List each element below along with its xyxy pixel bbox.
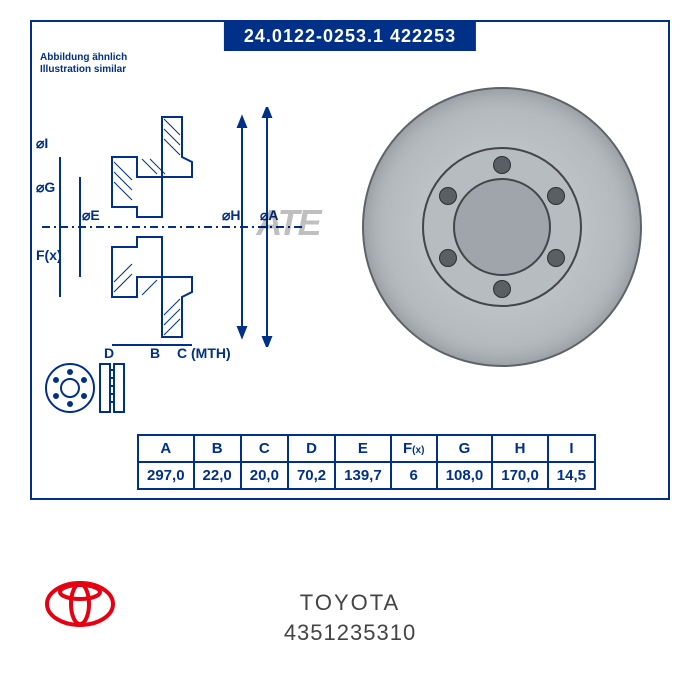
table-header-cell: E	[335, 435, 391, 462]
label-diam-e: ⌀E	[82, 207, 100, 224]
bolt-hole	[547, 249, 565, 267]
label-diam-g: ⌀G	[36, 179, 55, 196]
bolt-hole	[493, 156, 511, 174]
label-c-mth: C (MTH)	[177, 345, 231, 361]
table-header-cell: D	[288, 435, 335, 462]
dimensions-table: ABCDEF(x)GHI 297,022,020,070,2139,76108,…	[137, 434, 596, 490]
table-header-cell: G	[437, 435, 493, 462]
label-diam-i: ⌀I	[36, 135, 48, 152]
table-header-cell: B	[194, 435, 241, 462]
table-value-cell: 6	[391, 462, 437, 489]
ate-watermark: ATE	[256, 202, 319, 244]
subtitle-de: Abbildung ähnlich	[40, 52, 127, 63]
blueprint-frame: 24.0122-0253.1 422253 Abbildung ähnlich …	[30, 20, 670, 500]
table-header-cell: F(x)	[391, 435, 437, 462]
table-header-cell: H	[492, 435, 548, 462]
part-codes-bar: 24.0122-0253.1 422253	[224, 22, 476, 51]
bolt-hole	[547, 187, 565, 205]
table-value-cell: 20,0	[241, 462, 288, 489]
table-header-cell: C	[241, 435, 288, 462]
table-header-row: ABCDEF(x)GHI	[138, 435, 595, 462]
table-header-cell: A	[138, 435, 194, 462]
toyota-logo-icon	[45, 580, 115, 628]
vented-disc-icon	[42, 358, 132, 418]
table-value-cell: 70,2	[288, 462, 335, 489]
table-value-cell: 108,0	[437, 462, 493, 489]
brand-name: TOYOTA	[300, 590, 400, 616]
table-value-cell: 139,7	[335, 462, 391, 489]
label-b: B	[150, 345, 160, 361]
table-value-row: 297,022,020,070,2139,76108,0170,014,5	[138, 462, 595, 489]
diagram-area: ⌀I ⌀G ⌀E ⌀H ⌀A F(x) D B C (MTH) ATE	[32, 67, 672, 367]
table-header-cell: I	[548, 435, 595, 462]
table-value-cell: 297,0	[138, 462, 194, 489]
footer: TOYOTA 4351235310	[0, 570, 700, 660]
label-fx: F(x)	[36, 247, 62, 263]
table-value-cell: 170,0	[492, 462, 548, 489]
table-value-cell: 22,0	[194, 462, 241, 489]
disc-hub	[453, 178, 551, 276]
label-diam-h: ⌀H	[222, 207, 241, 224]
bolt-hole	[493, 280, 511, 298]
part-number: 4351235310	[284, 620, 416, 646]
disc-front-view	[362, 87, 642, 367]
table-value-cell: 14,5	[548, 462, 595, 489]
